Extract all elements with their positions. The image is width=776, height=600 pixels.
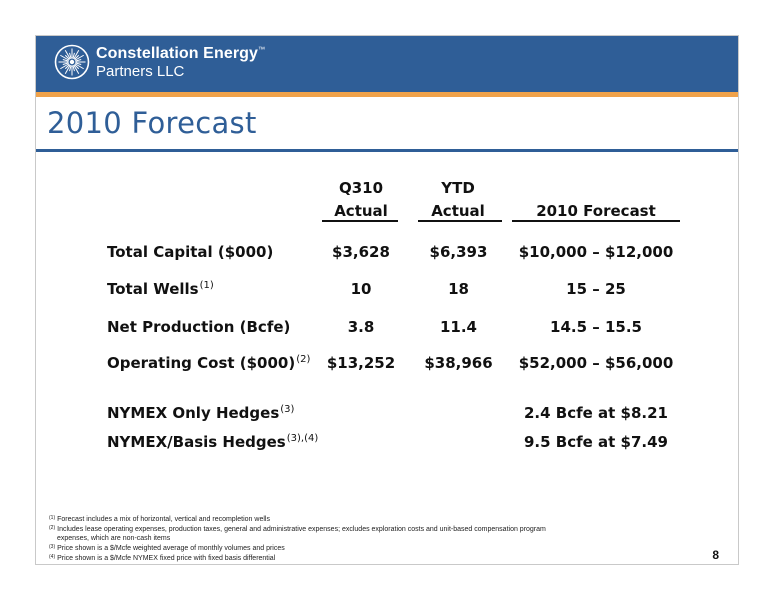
logo-ray xyxy=(62,62,69,65)
q310-value: $3,628 xyxy=(332,243,390,261)
footnote: (4) Price shown is a $/Mcfe NYMEX fixed p… xyxy=(49,554,276,563)
page-number: 8 xyxy=(712,548,719,562)
q310-value: $13,252 xyxy=(326,354,396,372)
logo-ray xyxy=(62,59,69,62)
logo-ray xyxy=(69,52,72,59)
logo-name: Constellation Energy xyxy=(96,44,259,62)
column-underline xyxy=(512,220,680,222)
footnote: (1) Forecast includes a mix of horizontal… xyxy=(49,515,270,523)
footnote-ref: (3) xyxy=(280,404,295,415)
title-divider xyxy=(36,149,738,152)
footnote-ref: (2) xyxy=(296,354,311,365)
logo-ray xyxy=(75,62,82,65)
forecast-table: Q310 Actual YTD Actual 2010 Forecast Tot… xyxy=(36,36,738,564)
footnotes: (1) Forecast includes a mix of horizontal… xyxy=(49,514,669,563)
company-logo: Constellation Energy™ Partners LLC xyxy=(54,44,265,80)
column-header-line1 xyxy=(511,177,681,200)
column-header-line1: YTD xyxy=(441,179,475,197)
column-underline xyxy=(322,220,398,222)
footnote-ref: (1) xyxy=(199,280,214,291)
starburst-logo-icon xyxy=(54,44,90,80)
ytd-value: $38,966 xyxy=(424,354,493,372)
logo-ray xyxy=(74,54,84,61)
row-label: Total Wells xyxy=(107,280,199,298)
logo-ray xyxy=(69,65,72,72)
logo-ray xyxy=(64,54,70,60)
header-banner: Constellation Energy™ Partners LLC xyxy=(36,36,738,92)
forecast-value: 2.4 Bcfe at $8.21 xyxy=(523,404,668,422)
logo-ray xyxy=(64,64,70,70)
forecast-value: 15 – 25 xyxy=(566,280,626,298)
column-header-line2: 2010 Forecast xyxy=(536,202,656,220)
row-label: Operating Cost ($000) xyxy=(107,354,296,372)
ytd-value: 11.4 xyxy=(439,318,477,336)
q310-value: 3.8 xyxy=(347,318,375,336)
logo-ray xyxy=(72,65,75,72)
footnote-continuation: expenses, which are non-cash items xyxy=(57,534,171,542)
column-header-q310: Q310 Actual xyxy=(328,177,394,223)
q310-value: 10 xyxy=(350,280,372,298)
forecast-value: 9.5 Bcfe at $7.49 xyxy=(523,433,668,451)
row-label: NYMEX Only Hedges xyxy=(107,404,280,422)
row-label: NYMEX/Basis Hedges xyxy=(107,433,286,451)
ytd-value: 18 xyxy=(448,280,469,298)
logo-ray xyxy=(60,63,70,70)
logo-ray xyxy=(73,50,80,60)
logo-ray xyxy=(73,64,80,74)
logo-ray xyxy=(74,54,80,60)
logo-ray xyxy=(64,50,71,60)
row-label: Total Capital ($000) xyxy=(107,243,274,261)
logo-ray xyxy=(64,64,71,74)
footnote: (2) Includes lease operating expenses, pr… xyxy=(49,525,546,534)
logo-ray xyxy=(72,52,75,59)
slide: Constellation Energy™ Partners LLC 2010 … xyxy=(35,35,739,565)
column-header-line1: Q310 xyxy=(338,179,384,197)
column-header-ytd: YTD Actual xyxy=(422,177,494,223)
logo-subname: Partners LLC xyxy=(96,62,185,80)
accent-stripe xyxy=(36,92,738,97)
footnote: (3) Price shown is a $/Mcfe weighted aver… xyxy=(49,543,285,552)
column-header-line2: Actual xyxy=(431,202,485,220)
logo-ray xyxy=(74,63,84,70)
column-header-2010-forecast: 2010 Forecast xyxy=(511,177,681,223)
logo-ray xyxy=(60,54,70,61)
footnote-ref: (3),(4) xyxy=(286,433,319,444)
page-title: 2010 Forecast xyxy=(47,106,257,140)
column-header-line2: Actual xyxy=(334,202,388,220)
ytd-value: $6,393 xyxy=(429,243,488,261)
row-label: Net Production (Bcfe) xyxy=(107,318,291,336)
column-underline xyxy=(418,220,502,222)
forecast-value: $10,000 – $12,000 xyxy=(518,243,674,261)
logo-ray xyxy=(74,64,80,70)
logo-trademark: ™ xyxy=(258,46,266,54)
logo-ray xyxy=(75,59,82,62)
forecast-value: 14.5 – 15.5 xyxy=(550,318,642,336)
forecast-value: $52,000 – $56,000 xyxy=(518,354,674,372)
